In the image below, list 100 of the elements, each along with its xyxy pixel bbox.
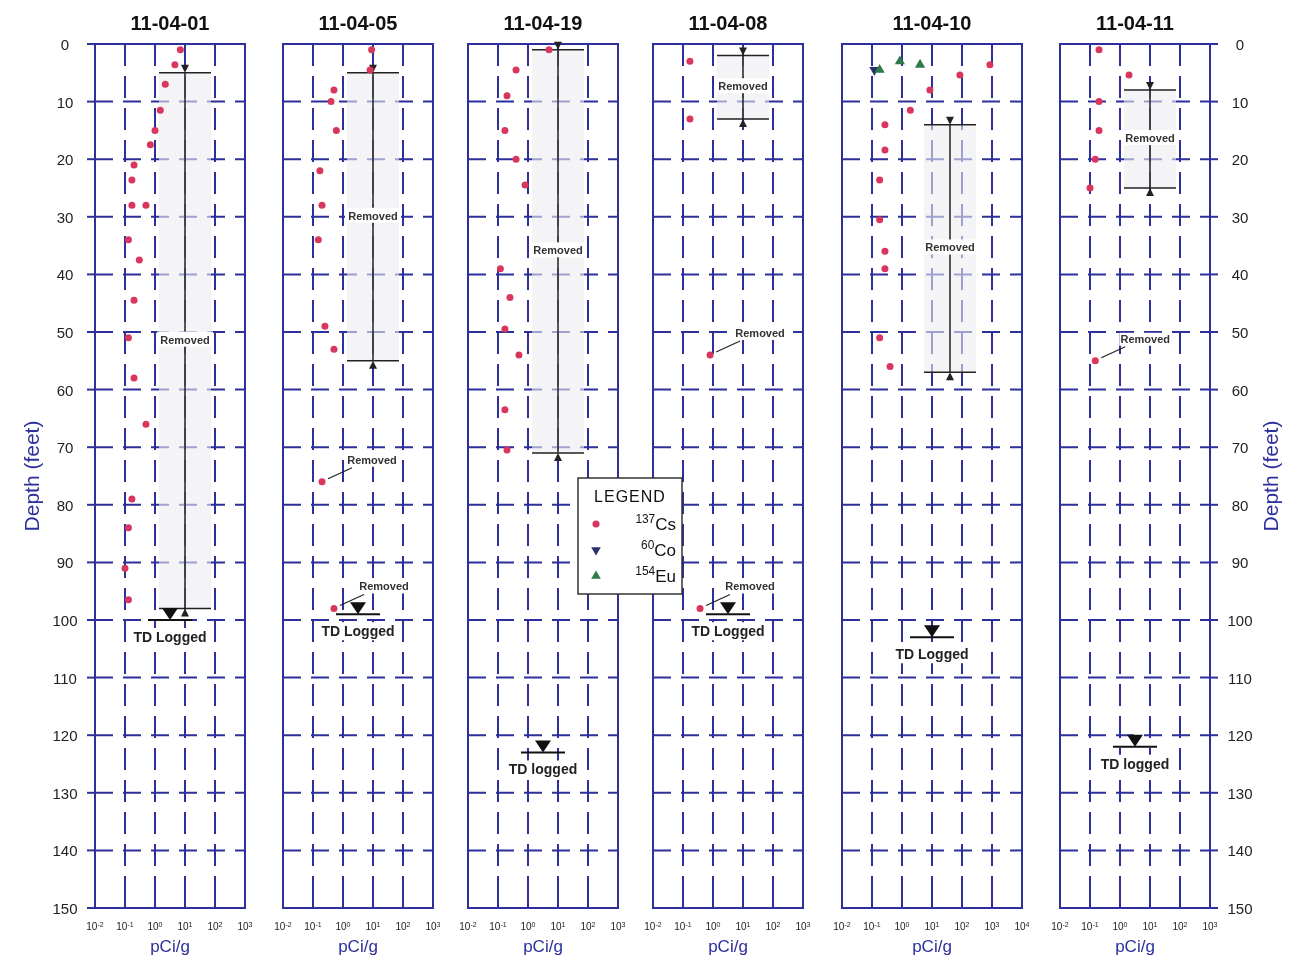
y-tick-label: 80 [1231, 496, 1249, 514]
x-tick-label: 10$^{-1}$ [863, 920, 881, 932]
x-tick-label: 10$^{-1}$ [116, 920, 134, 932]
legend-label: TD Logged [321, 623, 395, 640]
chart-title: 11-04-01 [130, 12, 210, 34]
x-axis-title: pCi/g [338, 937, 378, 956]
x-tick-label: 10$^{0}$ [335, 920, 351, 932]
y-tick-label: 120 [1227, 727, 1253, 745]
x-tick-label: 10$^{3}$ [1202, 920, 1218, 932]
x-tick-label: 10$^{2}$ [580, 920, 596, 932]
x-tick-label: 10$^{1}$ [735, 920, 751, 932]
x-tick-label: 10$^{1}$ [365, 920, 381, 932]
band-label: Removed [1125, 132, 1175, 145]
x-tick-label: 10$^{0}$ [1112, 920, 1128, 932]
y-tick-label: 0 [60, 36, 70, 53]
annotation: Removed [725, 580, 775, 593]
y-axis-title: Depth (feet) [1258, 420, 1282, 532]
y-tick-label: 30 [56, 208, 74, 226]
legend-label: TD logged [1100, 755, 1170, 772]
chart-title: 11-04-05 [318, 12, 398, 34]
y-tick-label: 110 [1228, 669, 1252, 687]
x-axis-title: pCi/g [708, 937, 748, 956]
x-tick-label: 10$^{0}$ [894, 920, 910, 932]
annotation: Removed [347, 453, 397, 466]
y-tick-label: 50 [56, 324, 74, 341]
y-tick-label: 150 [1227, 900, 1253, 917]
band-label: Removed [160, 333, 210, 346]
y-tick-label: 30 [1231, 208, 1249, 226]
band-label: Removed [533, 244, 583, 257]
y-tick-label: 90 [56, 554, 74, 572]
legend-label: $^{137}$Cs [635, 512, 676, 534]
y-tick-label: 130 [52, 784, 78, 802]
y-tick-label: 70 [1231, 439, 1249, 457]
x-tick-label: 10$^{2}$ [207, 920, 223, 932]
x-tick-label: 10$^{1}$ [924, 920, 940, 932]
y-tick-label: 140 [1227, 842, 1253, 860]
x-axis-title: pCi/g [523, 937, 563, 956]
x-tick-label: 10$^{-2}$ [274, 920, 292, 932]
x-tick-label: 10$^{-2}$ [644, 920, 662, 932]
x-tick-label: 10$^{-1}$ [674, 920, 692, 932]
y-tick-label: 70 [56, 439, 74, 457]
x-tick-label: 10$^{-2}$ [833, 920, 851, 932]
x-tick-label: 10$^{2}$ [765, 920, 781, 932]
x-tick-label: 10$^{-2}$ [86, 920, 104, 932]
y-axis-title: Depth (feet) [19, 420, 43, 532]
annotation: Removed [359, 580, 409, 593]
x-tick-label: 10$^{2}$ [1172, 920, 1188, 932]
y-tick-label: 0 [1235, 36, 1245, 53]
legend-label: TD Logged [691, 623, 765, 640]
band-label: Removed [718, 80, 768, 93]
x-tick-label: 10$^{-2}$ [459, 920, 477, 932]
x-tick-label: 10$^{-1}$ [1081, 920, 1099, 932]
y-tick-label: 90 [1231, 554, 1249, 572]
x-axis-title: pCi/g [150, 937, 190, 956]
x-tick-label: 10$^{0}$ [147, 920, 163, 932]
annotation: Removed [1120, 332, 1171, 345]
y-tick-label: 50 [1231, 324, 1249, 341]
y-tick-label: 10 [1231, 93, 1249, 111]
x-tick-label: 10$^{3}$ [425, 920, 441, 932]
y-tick-label: 20 [56, 151, 74, 169]
legend-label: TD logged [508, 761, 578, 778]
y-tick-label: 60 [1231, 381, 1249, 399]
y-tick-label: 60 [56, 381, 74, 399]
x-tick-label: 10$^{-1}$ [489, 920, 507, 932]
y-tick-label: 40 [1231, 266, 1249, 284]
chart-title: 11-04-10 [892, 12, 972, 34]
y-tick-label: 100 [1227, 612, 1253, 629]
x-tick-label: 10$^{1}$ [177, 920, 193, 932]
band-label: Removed [348, 209, 398, 222]
y-tick-label: 140 [52, 842, 78, 860]
x-tick-label: 10$^{0}$ [705, 920, 721, 932]
legend-title: LEGEND [594, 488, 666, 505]
legend-label: $^{60}$Co [641, 538, 676, 560]
ref-line-label: TD Logged [895, 646, 969, 663]
y-tick-label: 130 [1227, 784, 1253, 802]
x-tick-label: 10$^{0}$ [520, 920, 536, 932]
x-tick-label: 10$^{4}$ [1014, 920, 1030, 932]
chart-title: 11-04-19 [503, 12, 583, 34]
y-tick-label: 10 [56, 93, 74, 111]
x-tick-label: 10$^{-2}$ [1051, 920, 1069, 932]
annotation: Removed [735, 327, 785, 340]
x-tick-label: 10$^{2}$ [954, 920, 970, 932]
x-tick-label: 10$^{3}$ [237, 920, 253, 932]
y-tick-label: 150 [52, 900, 78, 917]
x-tick-label: 10$^{1}$ [1142, 920, 1158, 932]
x-axis-title: pCi/g [912, 937, 952, 956]
x-axis-title: pCi/g [1115, 937, 1155, 956]
chart-title: 11-04-08 [688, 12, 768, 34]
legend-label: TD Logged [133, 629, 207, 645]
y-tick-label: 20 [1231, 151, 1249, 169]
y-tick-label: 120 [52, 727, 78, 745]
y-tick-label: 110 [53, 669, 77, 687]
y-tick-label: 80 [56, 496, 74, 514]
x-tick-label: 10$^{-1}$ [304, 920, 322, 932]
x-tick-label: 10$^{3}$ [795, 920, 811, 932]
y-tick-label: 40 [56, 266, 74, 284]
chart-title: 11-04-11 [1096, 12, 1174, 34]
x-tick-label: 10$^{1}$ [550, 920, 566, 932]
legend-label: $^{154}$Eu [635, 564, 676, 586]
x-tick-label: 10$^{3}$ [610, 920, 626, 932]
